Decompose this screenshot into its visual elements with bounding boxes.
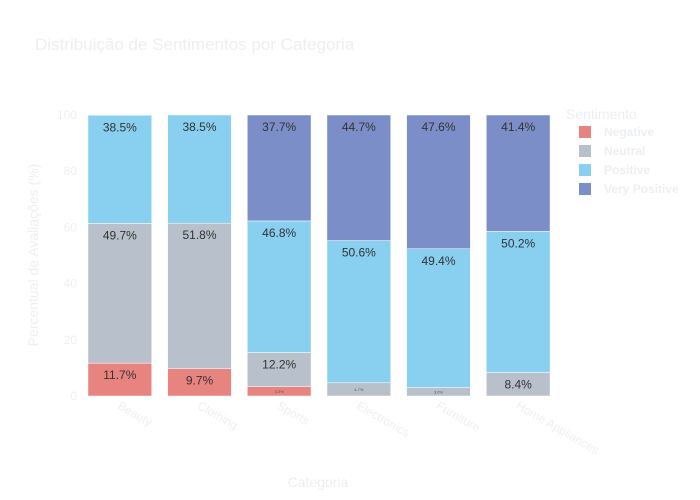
bar-segment-positive[interactable] bbox=[486, 231, 551, 373]
data-label: 49.4% bbox=[421, 254, 455, 268]
bar-segment-neutral[interactable] bbox=[167, 222, 232, 369]
data-label: 44.7% bbox=[342, 120, 376, 134]
data-label: 3.0% bbox=[434, 389, 444, 394]
bar-segment-positive[interactable] bbox=[406, 248, 471, 388]
bar-segment-very-positive[interactable] bbox=[247, 114, 312, 222]
x-axis-title: Categoria bbox=[288, 474, 349, 490]
legend-swatch[interactable] bbox=[579, 126, 591, 138]
bars: 11.7% 49.7% 38.5% 9.7% 51.8% 38.5% 3.3% 12.2% 46… bbox=[87, 114, 551, 397]
data-label: 50.6% bbox=[342, 246, 376, 260]
x-axis: Beauty Clothing Sports Electronics Furniture… bbox=[115, 398, 601, 457]
y-tick-label: 80 bbox=[64, 164, 78, 178]
bar-segment-positive[interactable] bbox=[87, 115, 152, 224]
bar-segment-positive[interactable] bbox=[167, 114, 232, 224]
y-tick-label: 60 bbox=[64, 220, 78, 234]
data-label: 50.2% bbox=[501, 236, 535, 250]
data-label: 8.4% bbox=[504, 377, 532, 391]
y-tick-label: 100 bbox=[57, 108, 77, 122]
bar-segment-positive[interactable] bbox=[247, 220, 312, 353]
bar-segment-very-positive[interactable] bbox=[406, 114, 471, 250]
data-label: 4.7% bbox=[354, 387, 364, 392]
data-label: 3.3% bbox=[275, 389, 285, 394]
data-label: 46.8% bbox=[262, 226, 296, 240]
x-tick-label: Clothing bbox=[195, 398, 240, 432]
data-label: 38.5% bbox=[103, 120, 137, 134]
x-tick-label: Beauty bbox=[115, 398, 154, 429]
data-label: 11.7% bbox=[103, 368, 136, 382]
legend-item-label[interactable]: Negative bbox=[604, 125, 654, 139]
legend-item-label[interactable]: Neutral bbox=[604, 144, 645, 158]
y-tick-label: 20 bbox=[64, 333, 78, 347]
data-label: 41.4% bbox=[501, 120, 535, 134]
x-tick-label: Home Appliances bbox=[514, 398, 602, 457]
chart-title: Distribuição de Sentimentos por Categori… bbox=[35, 35, 355, 54]
legend[interactable]: Sentimento Negative Neutral Positive Very P… bbox=[566, 106, 679, 196]
x-tick-label: Furniture bbox=[434, 398, 483, 434]
x-tick-label: Sports bbox=[275, 398, 312, 427]
bar-segment-very-positive[interactable] bbox=[486, 114, 551, 232]
legend-swatch[interactable] bbox=[579, 164, 591, 176]
data-label: 51.8% bbox=[182, 228, 216, 242]
y-axis: 0 20 40 60 80 100 bbox=[57, 108, 77, 403]
bar-segment-negative[interactable] bbox=[87, 362, 152, 397]
data-label: 38.5% bbox=[182, 120, 216, 134]
data-label: 49.7% bbox=[103, 228, 137, 242]
legend-item-label[interactable]: Very Positive bbox=[604, 182, 679, 196]
y-tick-label: 0 bbox=[70, 389, 77, 403]
y-tick-label: 40 bbox=[64, 277, 78, 291]
bar-segment-neutral[interactable] bbox=[87, 223, 152, 364]
legend-swatch[interactable] bbox=[579, 183, 591, 195]
legend-swatch[interactable] bbox=[579, 145, 591, 157]
legend-title: Sentimento bbox=[566, 106, 637, 122]
data-label: 12.2% bbox=[262, 357, 296, 371]
bar-segment-positive[interactable] bbox=[326, 240, 391, 384]
x-tick-label: Electronics bbox=[354, 398, 412, 439]
data-label: 37.7% bbox=[262, 120, 296, 134]
legend-item-label[interactable]: Positive bbox=[604, 163, 650, 177]
data-label: 9.7% bbox=[186, 374, 214, 388]
bar-segment-very-positive[interactable] bbox=[326, 114, 391, 241]
y-axis-title: Percentual de Avaliações (%) bbox=[25, 164, 41, 347]
data-label: 47.6% bbox=[421, 120, 455, 134]
